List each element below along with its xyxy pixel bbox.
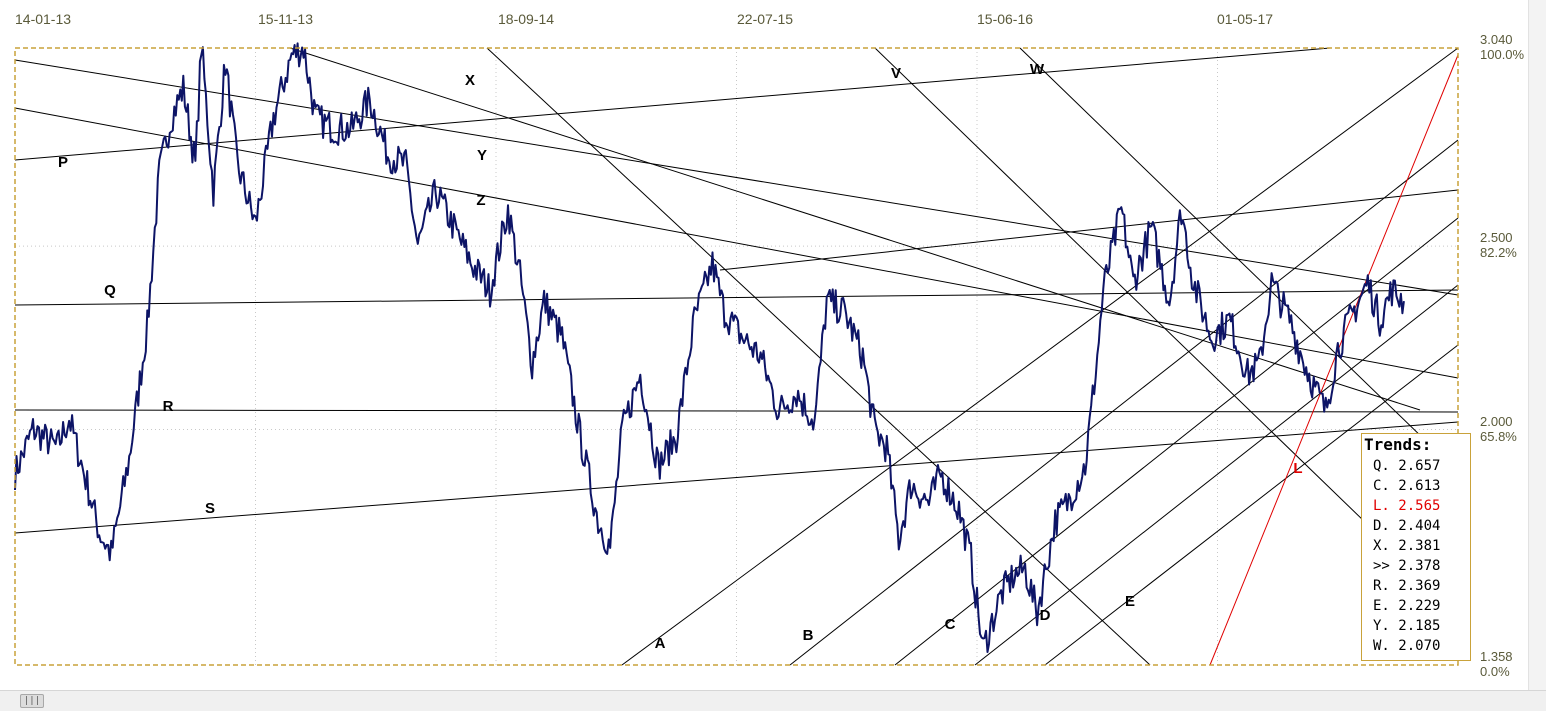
- trend-label-e: E: [1125, 593, 1135, 610]
- trend-row-x: X. 2.381: [1373, 538, 1441, 554]
- grid-lines: [15, 48, 1458, 665]
- x-tick-label: 14-01-13: [15, 11, 72, 27]
- trend-line: [719, 189, 1459, 271]
- trend-row-q: Q. 2.657: [1373, 458, 1441, 474]
- trend-label-v: V: [891, 65, 901, 82]
- trend-label-w: W: [1030, 61, 1045, 78]
- trend-row-d: D. 2.404: [1373, 518, 1441, 534]
- scroll-thumb[interactable]: |||: [20, 694, 44, 708]
- x-tick-label: 01-05-17: [1217, 11, 1274, 27]
- trend-line: [1044, 344, 1459, 666]
- trends-title: Trends:: [1364, 435, 1432, 454]
- trend-label-d: D: [1040, 607, 1051, 624]
- vertical-scrollbar[interactable]: [1528, 0, 1546, 690]
- trend-label-c: C: [945, 616, 956, 633]
- trend-label-y: Y: [477, 147, 487, 164]
- trend-row-c: C. 2.613: [1373, 478, 1441, 494]
- trend-line: [14, 409, 1459, 413]
- trend-line: [14, 47, 1331, 161]
- trend-row-y: Y. 2.185: [1373, 618, 1441, 634]
- trend-row-w: W. 2.070: [1373, 638, 1441, 654]
- y-tick-value: 2.500: [1480, 230, 1513, 245]
- trend-row-r: R. 2.369: [1373, 578, 1441, 594]
- trend-line: [789, 139, 1459, 666]
- trend-line: [14, 289, 1459, 306]
- trend-label-b: B: [803, 627, 814, 644]
- trend-line-labels: P Q R S X Y Z V W A B C D E L: [58, 61, 1303, 652]
- y-tick-label: 2.000 65.8%: [1480, 414, 1517, 444]
- trend-line: [289, 47, 1421, 411]
- trend-line: [974, 284, 1459, 666]
- horizontal-scrollbar[interactable]: |||: [0, 690, 1546, 711]
- plot-border: [14, 47, 1459, 666]
- trend-line: [486, 47, 1151, 666]
- y-tick-percent: 0.0%: [1480, 664, 1510, 679]
- trends-panel: Trends: Q. 2.657 C. 2.613 L. 2.565 D. 2.…: [1361, 433, 1471, 661]
- y-tick-label: 3.040 100.0%: [1480, 32, 1524, 62]
- y-tick-value: 2.000: [1480, 414, 1513, 429]
- trend-row-current: >> 2.378: [1373, 558, 1441, 574]
- trend-line: [894, 217, 1459, 666]
- trend-line-red: [1209, 54, 1459, 666]
- trend-label-a: A: [655, 635, 666, 652]
- trend-label-p: P: [58, 154, 68, 171]
- trend-line: [14, 421, 1459, 534]
- trend-label-s: S: [205, 500, 215, 517]
- y-tick-label: 2.500 82.2%: [1480, 230, 1517, 260]
- trend-row-e: E. 2.229: [1373, 598, 1441, 614]
- x-tick-label: 22-07-15: [737, 11, 794, 27]
- trend-label-z: Z: [476, 192, 485, 209]
- trend-line: [1019, 47, 1459, 473]
- y-tick-value: 1.358: [1480, 649, 1513, 664]
- y-tick-percent: 65.8%: [1480, 429, 1517, 444]
- trend-line: [874, 47, 1459, 613]
- trend-line: [14, 59, 1459, 296]
- trend-line: [621, 47, 1459, 666]
- x-tick-label: 15-06-16: [977, 11, 1034, 27]
- trend-label-r: R: [163, 398, 174, 415]
- y-tick-percent: 100.0%: [1480, 47, 1525, 62]
- trend-row-l: L. 2.565: [1373, 498, 1441, 514]
- y-tick-percent: 82.2%: [1480, 245, 1517, 260]
- trend-label-q: Q: [104, 282, 116, 299]
- y-tick-value: 3.040: [1480, 32, 1513, 47]
- trend-lines: [14, 47, 1459, 666]
- price-line: [14, 42, 1405, 653]
- trend-label-x: X: [465, 72, 475, 89]
- trend-label-l: L: [1293, 460, 1302, 477]
- x-tick-label: 15-11-13: [258, 11, 314, 27]
- y-tick-label: 1.358 0.0%: [1480, 649, 1513, 679]
- x-tick-label: 18-09-14: [498, 11, 555, 27]
